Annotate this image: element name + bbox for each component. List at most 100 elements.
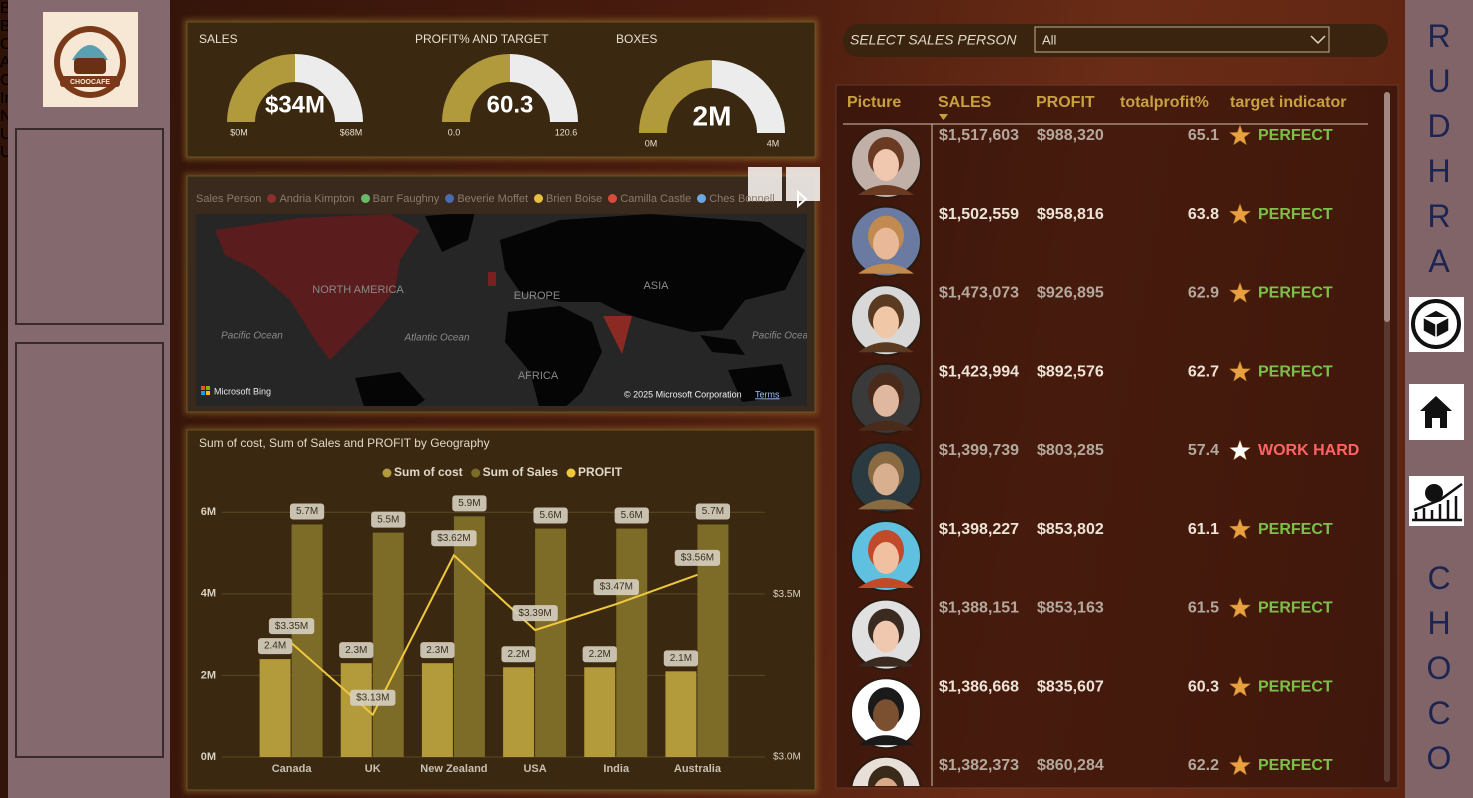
- map-label: Pacific Ocean: [221, 331, 283, 342]
- chart-title: Sum of cost, Sum of Sales and PROFIT by …: [199, 436, 490, 450]
- row-sales: $1,399,739: [939, 442, 1019, 459]
- legend-dot: [360, 194, 370, 203]
- row-profit: $892,576: [1037, 363, 1104, 380]
- column-header: target indicator: [1230, 94, 1346, 111]
- x-tick-label: India: [603, 763, 630, 775]
- bar-label-box: [533, 507, 568, 524]
- indicator-star: [1228, 596, 1252, 618]
- legend-title: Sales Person: [196, 193, 262, 205]
- gauge-min: 0.0: [448, 127, 461, 137]
- gauge-track: [295, 54, 363, 122]
- bar-label-box: [614, 507, 649, 524]
- bar-label: 5.5M: [377, 514, 399, 525]
- x-tick-label: Canada: [272, 763, 313, 775]
- row-indicator: PERFECT: [1258, 678, 1333, 695]
- nav-icon-home[interactable]: [1420, 396, 1452, 428]
- row-indicator: PERFECT: [1258, 600, 1333, 617]
- gauge-fill: [639, 60, 712, 133]
- row-profit: $958,816: [1037, 206, 1104, 223]
- southeast-asia: [700, 335, 745, 355]
- sort-indicator[interactable]: [939, 114, 948, 120]
- row-profit-pct: 60.3: [1188, 678, 1219, 695]
- bar-label-box: [695, 503, 731, 520]
- nav-icon-cube[interactable]: [1422, 309, 1450, 339]
- gauge-min: $0M: [230, 127, 248, 137]
- avatar-face: [873, 384, 899, 417]
- line-label-box: [593, 579, 639, 596]
- avatar-face: [873, 149, 899, 181]
- bar-label: 5.7M: [702, 506, 724, 517]
- map-label: AFRICA: [518, 370, 559, 382]
- bar-label: 2.1M: [670, 653, 692, 664]
- row-profit-pct: 61.5: [1188, 600, 1219, 617]
- map-terms[interactable]: Terms: [755, 389, 780, 399]
- dropdown-value[interactable]: All: [1042, 32, 1057, 47]
- indicator-star: [1228, 124, 1252, 146]
- nav-icon-ring[interactable]: [1411, 299, 1461, 349]
- row-profit-pct: 62.7: [1188, 363, 1219, 380]
- row-sales: $1,382,373: [939, 757, 1019, 774]
- legend-name: Andria Kimpton: [279, 193, 355, 205]
- nav-icon-chart[interactable]: [1412, 482, 1463, 522]
- india: [603, 316, 632, 354]
- dropdown-chevron[interactable]: [1310, 35, 1326, 45]
- gauge-value: 2M: [693, 100, 732, 131]
- gauge-fill: [442, 54, 510, 122]
- legend-item: Ches Bonnell: [697, 193, 775, 205]
- visual-header-icon[interactable]: [748, 167, 782, 201]
- avatar-face: [874, 777, 898, 786]
- line-label: $3.35M: [275, 621, 308, 632]
- gauge-value: $34M: [265, 91, 325, 118]
- bar: [372, 532, 404, 757]
- bar-label-box: [289, 503, 325, 520]
- bar-label-box: [420, 642, 455, 659]
- avatar-face: [873, 699, 899, 732]
- gauge-title: PROFIT% AND TARGET: [415, 32, 549, 46]
- nav-icon-coin[interactable]: [1425, 484, 1443, 502]
- bing-logo: [206, 386, 210, 390]
- bar-label: 5.6M: [621, 510, 643, 521]
- row-profit: $926,895: [1037, 285, 1104, 302]
- avatar-body: [858, 342, 914, 353]
- avatar-body: [858, 578, 914, 588]
- selector-bar: [843, 24, 1388, 57]
- bar: [665, 671, 697, 757]
- avatar-hair: [868, 765, 904, 786]
- eurasia: [500, 214, 805, 332]
- bar-label-box: [257, 638, 293, 655]
- bar-label-box: [452, 495, 487, 512]
- line-label-box: [350, 689, 396, 706]
- row-indicator: PERFECT: [1258, 285, 1333, 302]
- line-label: $3.13M: [356, 692, 389, 703]
- gauge-fill: [227, 54, 295, 122]
- legend-item: Barr Faughny: [360, 193, 440, 205]
- map-labels: NORTH AMERICA EUROPE ASIA AFRICA Pacific Oce…: [221, 280, 814, 382]
- brand-bottom: CHOCO: [1421, 560, 1457, 785]
- bar: [453, 516, 485, 757]
- row-profit-pct: 65.1: [1188, 127, 1219, 144]
- legend-dot: [471, 468, 481, 478]
- legend-name: Ches Bonnell: [709, 193, 775, 205]
- row-profit-pct: 61.1: [1188, 521, 1219, 538]
- line-label-box: [674, 549, 721, 566]
- row-indicator: PERFECT: [1258, 206, 1333, 223]
- legend-name: Barr Faughny: [372, 193, 440, 205]
- indicator-star: [1228, 675, 1252, 697]
- legend-next[interactable]: [797, 189, 808, 209]
- gauge-track: [712, 60, 785, 133]
- legend-dot: [445, 194, 455, 203]
- map: [196, 214, 807, 406]
- bar: [503, 667, 535, 757]
- scrollbar-thumb[interactable]: [1384, 92, 1390, 322]
- legend-dot: [267, 194, 277, 203]
- row-profit-pct: 62.2: [1188, 757, 1219, 774]
- avatar-body: [858, 656, 914, 667]
- column-header: PROFIT: [1036, 94, 1095, 111]
- map-label: Pacific Ocean: [752, 331, 814, 342]
- legend-label: PROFIT: [578, 465, 623, 479]
- dropdown[interactable]: [1034, 26, 1330, 53]
- legend-item: Andria Kimpton: [267, 193, 355, 205]
- row-sales: $1,398,227: [939, 521, 1019, 538]
- line-label: $3.62M: [437, 533, 470, 544]
